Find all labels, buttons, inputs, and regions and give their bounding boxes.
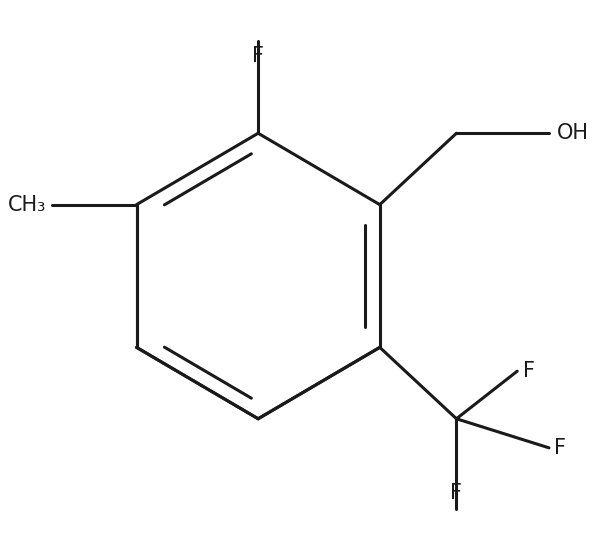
Text: OH: OH: [557, 123, 589, 144]
Text: F: F: [554, 438, 566, 458]
Text: F: F: [252, 46, 264, 66]
Text: F: F: [450, 484, 462, 503]
Text: F: F: [522, 361, 534, 381]
Text: CH₃: CH₃: [8, 195, 47, 215]
